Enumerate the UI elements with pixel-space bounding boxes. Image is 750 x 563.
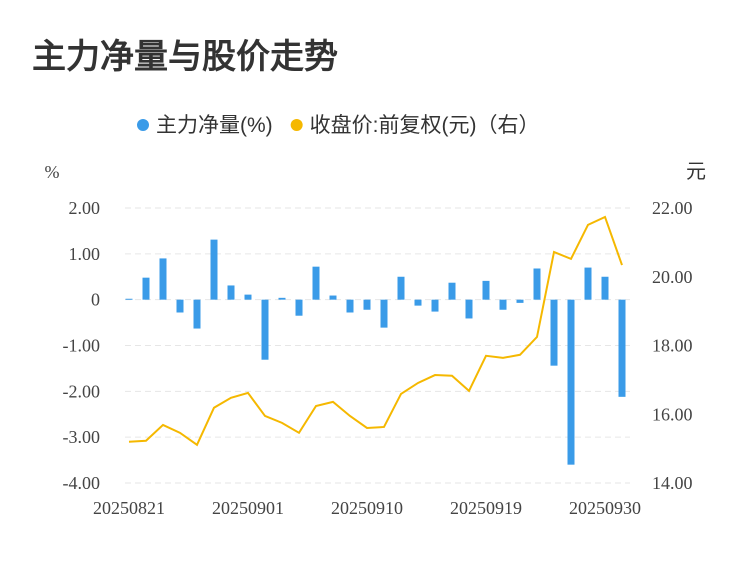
y2-tick-label: 14.00 <box>652 473 693 493</box>
bar <box>601 276 609 300</box>
price-line <box>128 215 623 447</box>
legend-label: 收盘价:前复权(元)（右） <box>310 114 540 137</box>
bar <box>193 299 201 329</box>
y2-tick-label: 20.00 <box>652 267 693 287</box>
x-tick-label: 20250821 <box>93 498 165 518</box>
y-tick-label: 2.00 <box>69 198 101 218</box>
bar <box>227 285 235 300</box>
bar <box>465 299 473 319</box>
bar <box>278 297 286 300</box>
y-tick-label: -3.00 <box>63 427 101 447</box>
y2-axis-label: 元 <box>686 161 706 183</box>
y-tick-label: -1.00 <box>63 336 101 356</box>
y-tick-label: 1.00 <box>69 244 101 264</box>
x-tick-label: 20250910 <box>331 498 403 518</box>
bar <box>142 277 150 300</box>
chart-title: 主力净量与股价走势 <box>32 38 338 76</box>
bar <box>329 295 337 300</box>
bar <box>244 294 252 300</box>
legend-marker <box>290 119 303 131</box>
bar <box>414 299 422 306</box>
bar <box>618 299 626 397</box>
bar <box>448 282 456 300</box>
bar <box>261 299 269 360</box>
y2-tick-label: 18.00 <box>652 336 693 356</box>
bar <box>125 298 133 300</box>
y-tick-label: -2.00 <box>63 381 101 401</box>
y-tick-label: 0 <box>91 290 100 310</box>
x-tick-label: 20250919 <box>450 498 522 518</box>
bar <box>346 299 354 313</box>
bar <box>176 299 184 313</box>
x-tick-label: 20250901 <box>212 498 284 518</box>
y2-tick-label: 22.00 <box>652 198 693 218</box>
bar <box>397 276 405 300</box>
bar <box>516 299 524 303</box>
bar <box>499 299 507 310</box>
bar <box>584 267 592 300</box>
bar <box>431 299 439 312</box>
bar <box>363 299 371 310</box>
legend-marker <box>137 119 149 131</box>
y2-tick-label: 16.00 <box>652 404 693 424</box>
bar <box>533 268 541 300</box>
bar <box>482 280 490 300</box>
y-axis-label: % <box>45 162 60 182</box>
bar <box>550 299 558 366</box>
y-tick-label: -4.00 <box>63 473 101 493</box>
bar <box>159 258 167 300</box>
bar <box>295 299 303 316</box>
bar <box>210 239 218 300</box>
legend-label: 主力净量(%) <box>156 114 273 137</box>
bar <box>567 299 575 465</box>
x-tick-label: 20250930 <box>569 498 641 518</box>
bar <box>312 266 320 300</box>
bar <box>380 299 388 328</box>
legend: 主力净量(%) 收盘价:前复权(元)（右） <box>137 114 540 137</box>
